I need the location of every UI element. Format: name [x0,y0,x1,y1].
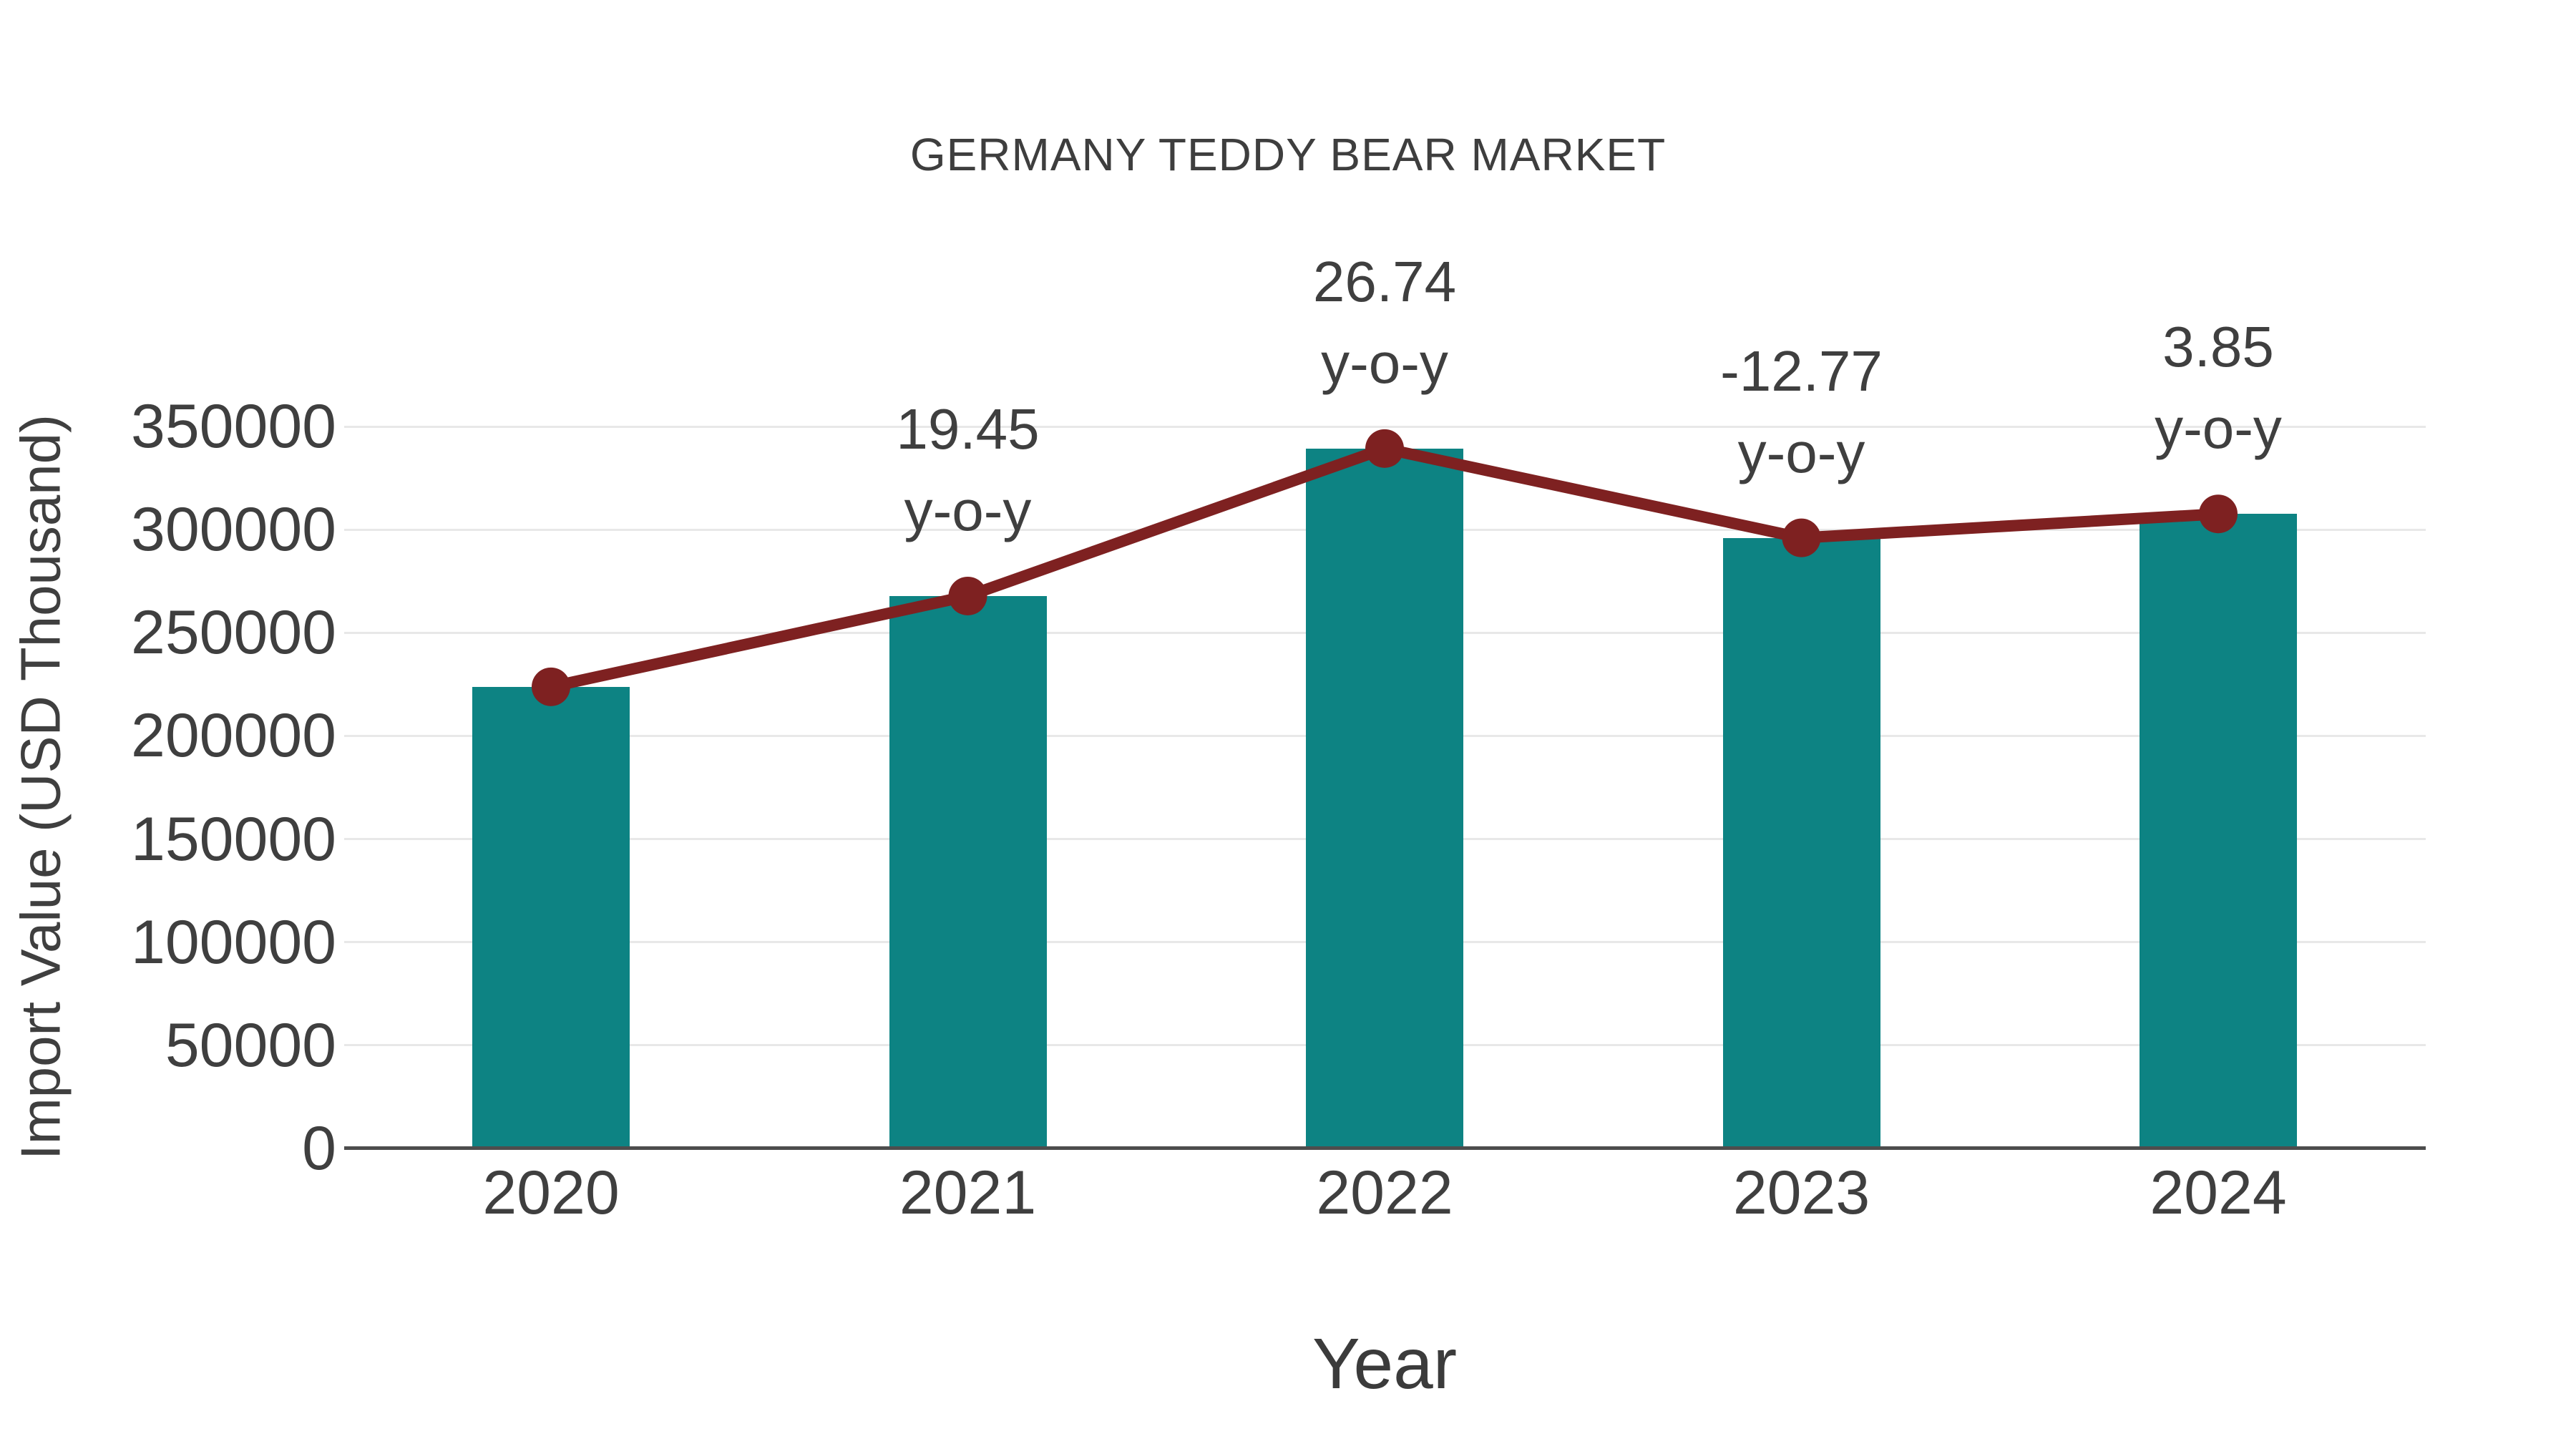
point-label-suffix: y-o-y [904,478,1032,542]
y-tick-label: 50000 [165,1010,336,1080]
point-label-value: 19.45 [896,396,1040,461]
point-label-value: 26.74 [1312,249,1457,313]
y-tick-label: 300000 [131,495,336,565]
bar-2020 [472,686,630,1147]
point-label-2024: 3.85 y-o-y [2039,306,2397,469]
bar-2024 [2140,514,2297,1147]
gridline [344,425,2426,428]
bar-2023 [1722,537,1880,1147]
point-label-suffix: y-o-y [1321,331,1448,395]
point-label-2023: -12.77 y-o-y [1623,331,1981,494]
y-tick-label: 250000 [131,598,336,668]
point-label-value: 3.85 [2162,315,2274,379]
y-tick-label: 100000 [131,907,336,977]
y-tick-label: 0 [302,1114,336,1183]
point-label-2022: 26.74 y-o-y [1206,241,1563,404]
point-label-suffix: y-o-y [1737,420,1865,484]
x-axis-title: Year [1312,1324,1458,1404]
x-axis-line [344,1146,2426,1150]
y-tick-label: 200000 [131,701,336,771]
x-tick-label: 2020 [482,1158,620,1227]
y-tick-label: 350000 [131,392,336,461]
bar-2021 [889,595,1047,1147]
chart-title: GERMANY TEDDY BEAR MARKET [909,129,1667,180]
x-tick-label: 2024 [2150,1158,2287,1227]
x-tick-label: 2022 [1316,1158,1453,1227]
point-label-suffix: y-o-y [2155,396,2282,461]
y-axis-title: Import Value (USD Thousand) [9,414,72,1160]
point-label-2021: 19.45 y-o-y [789,389,1147,552]
x-tick-label: 2023 [1732,1158,1870,1227]
point-label-value: -12.77 [1720,338,1883,403]
x-tick-label: 2021 [899,1158,1037,1227]
y-tick-label: 150000 [131,804,336,874]
bar-2022 [1306,448,1463,1147]
